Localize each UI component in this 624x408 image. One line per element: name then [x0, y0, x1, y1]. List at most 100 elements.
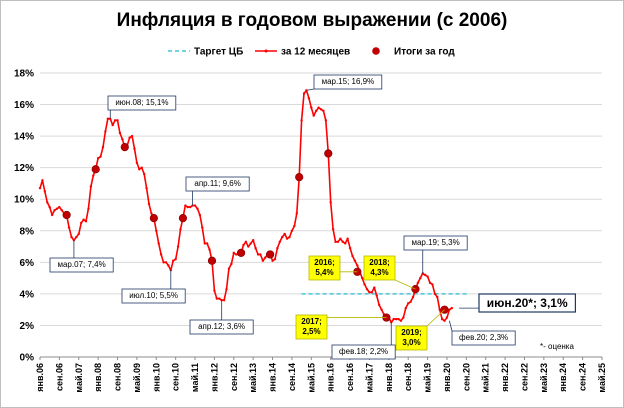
series-point-12m [50, 213, 54, 217]
x-tick-label: сен.18 [403, 363, 413, 391]
series-point-12m [46, 201, 49, 204]
series-point-12m [450, 306, 454, 310]
x-tick-label: янв.22 [500, 363, 510, 392]
series-point-12m [324, 119, 328, 122]
series-point-12m [135, 161, 139, 165]
series-point-12m [82, 218, 85, 221]
legend-label: за 12 месяцев [281, 47, 350, 58]
series-point-12m [38, 186, 42, 190]
series-point-12m [307, 97, 311, 100]
series-point-12m [201, 226, 204, 229]
x-tick-label: янв.20 [442, 363, 452, 392]
series-point-12m [407, 302, 410, 305]
series-point-12m [179, 228, 182, 231]
series-point-12m [261, 259, 265, 262]
annotation-label: июн.20*; 3,1% [487, 296, 568, 310]
series-point-12m [305, 89, 308, 92]
series-point-12m [302, 92, 306, 95]
annotation-leader [426, 309, 445, 327]
series-point-12m [128, 136, 131, 139]
y-tick-label: 4% [20, 289, 35, 300]
y-tick-label: 6% [20, 258, 35, 269]
series-point-12m [443, 319, 446, 322]
series-point-12m [244, 240, 248, 244]
series-point-12m [96, 157, 100, 160]
annotation-label-line: 3,0% [402, 338, 420, 347]
series-point-12m [172, 259, 175, 262]
series-point-12m [227, 267, 231, 270]
annotation-box [313, 74, 383, 90]
series-point-12m [394, 317, 398, 321]
series-point-12m [145, 186, 148, 190]
x-tick-label: май.09 [132, 363, 142, 393]
series-point-12m [196, 207, 199, 210]
annotation-label: 2019; 3,0% [401, 328, 421, 347]
y-tick-label: 18% [14, 69, 34, 80]
series-point-12m [118, 131, 122, 135]
series-point-12m [314, 109, 318, 113]
x-tick-label: янв.08 [93, 363, 103, 392]
series-point-12m [113, 119, 117, 122]
annotation-label-line: июл.10; 5,5% [129, 291, 178, 300]
annotation-label-line: июн.08; 15,1% [115, 98, 168, 107]
series-point-12m [399, 319, 403, 322]
series-point-12m [208, 248, 211, 251]
year-marker [295, 173, 304, 182]
series-point-12m [213, 289, 216, 292]
series-point-12m [426, 275, 429, 278]
annotation-label: июл.10; 5,5% [129, 291, 178, 300]
series-point-12m [256, 253, 260, 256]
series-point-12m [271, 259, 274, 262]
annotation-label-line: 2016; [314, 258, 334, 267]
footnote-group: *- оценка [540, 342, 574, 351]
series-point-12m [397, 317, 400, 321]
series-point-12m [438, 308, 441, 311]
annotation-label: фев.18; 2,2% [339, 347, 388, 356]
series-point-12m [225, 287, 228, 291]
series-point-12m [167, 264, 170, 267]
series-point-12m [205, 242, 209, 245]
series-point-12m [203, 242, 206, 245]
series-point-12m [273, 257, 277, 261]
series-point-12m [416, 281, 420, 285]
annotation-label-line: мар.07; 7,4% [57, 260, 105, 269]
series-point-12m [121, 138, 124, 141]
annotation-label-line: 5,4% [315, 268, 333, 277]
year-marker [207, 256, 217, 265]
annotation-box [403, 235, 468, 251]
footnote: *- оценка [540, 342, 574, 351]
series-point-12m [404, 306, 407, 310]
series-point-12m [336, 240, 340, 244]
series-lines [38, 89, 454, 324]
y-tick-label: 16% [14, 100, 34, 111]
x-tick-label: сен.20 [461, 363, 471, 391]
year-marker [324, 149, 333, 158]
annotation-label: фев.20; 2,3% [459, 333, 508, 342]
annotation-label: апр.12; 3,6% [198, 322, 245, 331]
x-tick-label: май.17 [364, 363, 374, 393]
y-tick-label: 10% [14, 195, 34, 206]
x-tick-label: сен.22 [519, 363, 529, 391]
annotation-label: апр.11; 9,6% [194, 179, 240, 188]
annotation-leader [306, 88, 315, 91]
series-point-12m [317, 106, 320, 109]
series-point-12m [133, 147, 136, 150]
series-point-12m [254, 246, 257, 250]
series-point-12m [249, 242, 252, 245]
series-point-12m [278, 240, 282, 244]
year-marker [149, 214, 158, 223]
series-point-12m [433, 292, 437, 296]
annotation-label: 2016; 5,4% [314, 258, 334, 277]
series-point-12m [176, 245, 180, 248]
series-point-12m [288, 235, 291, 239]
series-point-12m [186, 205, 189, 209]
annotation-label: 2018; 4,3% [369, 258, 389, 277]
series-point-12m [329, 201, 332, 204]
series-point-12m [43, 190, 47, 193]
legend: Таргет ЦБ за 12 месяцев Итоги за год [168, 47, 455, 58]
series-point-12m [75, 235, 78, 239]
series-point-12m [164, 261, 168, 264]
year-marker [62, 210, 71, 220]
annotation-label-line: мар.15; 16,9% [322, 77, 375, 86]
